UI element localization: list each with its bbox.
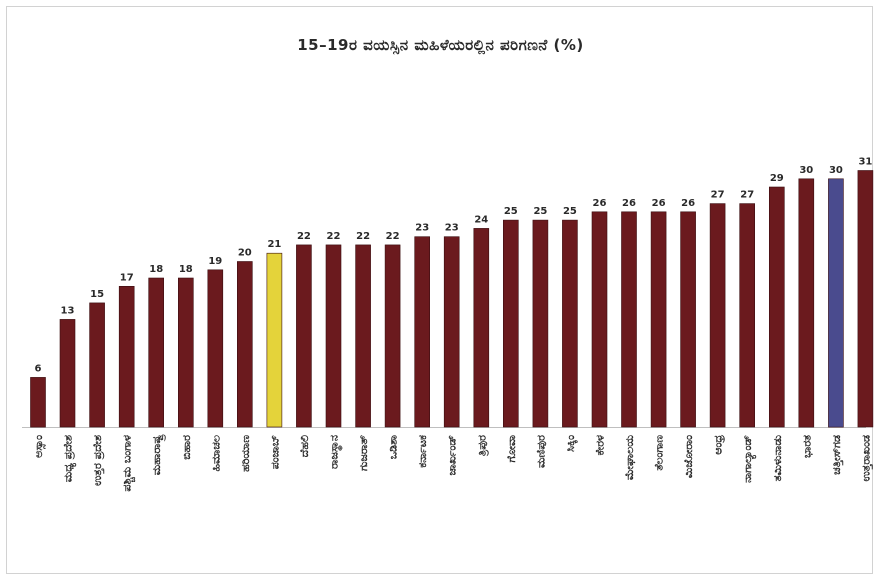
category-label: ಪಶ್ಚಿಮ ಬಂಗಾಳ [121, 435, 136, 492]
bar [650, 211, 667, 428]
bar-value-label: 22 [356, 231, 370, 242]
category-label: ತೆಲಂಗಾಣ [653, 435, 666, 471]
category-label: ಒಡಿಶಾ [387, 435, 400, 459]
bar-value-label: 19 [208, 256, 222, 267]
category-label: ತ್ರಿಪುರ [475, 435, 489, 456]
category-label: ಕರ್ನಾಟಕ [416, 435, 429, 468]
bar-value-label: 30 [799, 165, 813, 176]
bar-value-label: 18 [149, 264, 163, 275]
category-label: ನಾಗಾಲ್ಯಾಂಡ್ [741, 435, 756, 483]
bar-value-label: 23 [445, 223, 459, 234]
category-label: ಕೇರಳ [594, 435, 607, 455]
category-label: ದೆಹಲಿ [298, 435, 311, 457]
bar-value-label: 25 [504, 206, 518, 217]
bar [266, 252, 283, 428]
bar-value-label: 20 [238, 248, 252, 259]
bar-value-label: 23 [415, 223, 429, 234]
bar-value-label: 27 [711, 190, 725, 201]
category-label: ಹರಿಯಾಣ [239, 435, 252, 472]
bar [118, 285, 135, 428]
bar-value-label: 13 [61, 305, 75, 316]
bar-value-label: 6 [35, 363, 42, 374]
bar [296, 244, 312, 428]
bar [768, 186, 785, 428]
bar-value-label: 18 [179, 264, 193, 275]
bar [828, 178, 844, 428]
bar [178, 277, 194, 428]
category-label: ಹಿಮಾಚಲ [209, 435, 222, 472]
category-label: ಉತ್ತರ ಪ್ರದೇಶ [91, 435, 105, 486]
bar [355, 244, 371, 428]
bar [680, 211, 696, 428]
bar [30, 377, 46, 428]
category-label: ಭಾರತ [800, 435, 813, 458]
category-label: ಗೋವಾ [505, 435, 518, 463]
category-label: ಮೇಘಾಲಯ [623, 435, 636, 480]
category-label: ಆಂಧ್ರ [712, 435, 726, 455]
category-label: ಗುಜರಾತ್ [357, 435, 370, 471]
category-label: ಬಿಹಾರ [180, 435, 193, 460]
bar-value-label: 25 [563, 206, 577, 217]
bar [384, 244, 401, 428]
category-label: ಅಸ್ಸಾಂ [32, 435, 46, 458]
bar-value-label: 22 [327, 231, 341, 242]
category-label: ಮಿಜೋರಾಂ [682, 435, 695, 478]
bar-value-label: 25 [533, 206, 547, 217]
category-label: ಚತ್ತೀಸ್‌ಗಡ [830, 435, 844, 475]
category-label: ಜಾರ್ಖಂಡ್ [446, 435, 459, 475]
bar [532, 219, 549, 428]
bar-value-label: 26 [652, 198, 666, 209]
category-label: ಮಣಿಪುರ [534, 435, 547, 468]
category-label: ತಮಿಳುನಾಡು [771, 435, 784, 482]
category-label: ಮಹಾರಾಷ್ಟ್ರ [150, 434, 166, 475]
bar-value-label: 31 [858, 157, 872, 168]
category-label: ಉತ್ತರಾಖಂಡ [859, 435, 873, 482]
bar [89, 302, 105, 428]
bar-value-label: 17 [120, 272, 134, 283]
bar [857, 170, 874, 428]
bar-value-label: 27 [740, 190, 754, 201]
bar-value-label: 15 [90, 289, 104, 300]
bar [562, 219, 578, 428]
chart-title: 15–19ರ ವಯಸ್ಸಿನ ಮಹಿಳೆಯರಲ್ಲಿನ ಪರಿಗಣನೆ (%) [297, 36, 584, 54]
bar [739, 203, 756, 428]
bar-value-label: 26 [681, 198, 695, 209]
bar [237, 261, 253, 428]
bar-value-label: 24 [474, 214, 488, 225]
bar [709, 203, 726, 428]
bar [473, 228, 490, 428]
bar-value-label: 22 [386, 231, 400, 242]
bar-value-label: 26 [622, 198, 636, 209]
bar [59, 319, 76, 428]
bar-value-label: 26 [593, 198, 607, 209]
bar-value-label: 30 [829, 165, 843, 176]
bar-value-label: 21 [267, 239, 281, 250]
bar [502, 219, 519, 428]
bar [207, 269, 224, 428]
bar [621, 211, 637, 428]
bar [325, 244, 342, 428]
bar-value-label: 22 [297, 231, 311, 242]
bar [591, 211, 608, 428]
category-label: ಸಿಕ್ಕಿಂ [564, 435, 578, 452]
category-label: ರಾಜಸ್ಥಾನ [328, 435, 344, 469]
category-label: ಮಧ್ಯ ಪ್ರದೇಶ [62, 435, 77, 482]
bar [414, 236, 431, 428]
bar-value-label: 29 [770, 173, 784, 184]
bar [148, 277, 164, 428]
category-label: ಪಂಜಾಬ್ [268, 435, 281, 469]
bar [798, 178, 815, 428]
bar [443, 236, 460, 428]
